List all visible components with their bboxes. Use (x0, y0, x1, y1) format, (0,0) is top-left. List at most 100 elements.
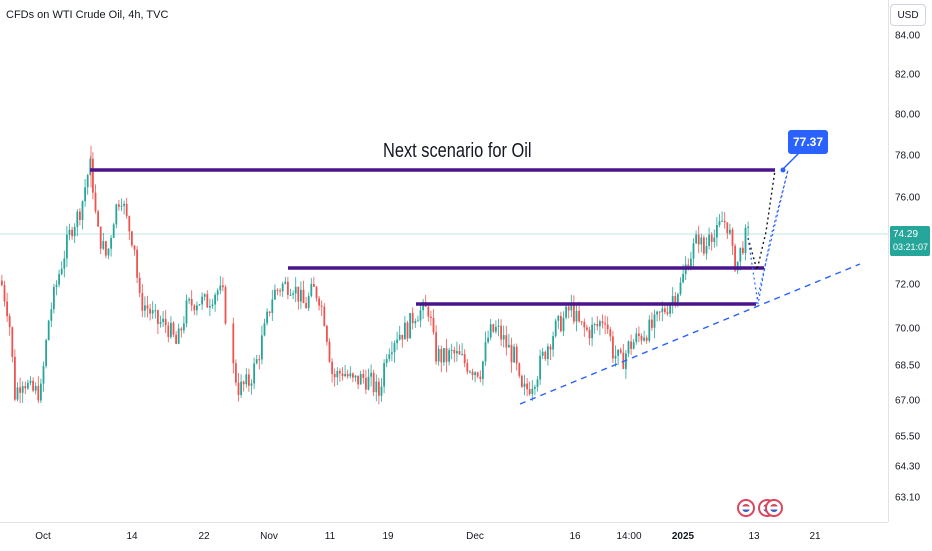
candle-body (248, 374, 250, 386)
candle-body (157, 310, 159, 324)
candle-body (261, 335, 263, 360)
candle-body (58, 274, 60, 285)
candle-body (375, 381, 378, 393)
candle-body (219, 285, 222, 291)
scenario-title[interactable]: Next scenario for Oil (383, 140, 532, 162)
candle-body (60, 268, 63, 275)
candle-body (53, 286, 55, 310)
candle-body (635, 333, 638, 343)
candle-body (68, 229, 71, 235)
candle-body (489, 324, 492, 338)
candle-body (105, 241, 107, 256)
candle-body (617, 349, 619, 356)
candle-body (627, 341, 630, 354)
candle-body (609, 329, 612, 337)
target-price-badge[interactable]: 77.37 (788, 130, 828, 154)
candle-body (3, 285, 6, 302)
price-chart[interactable] (0, 0, 888, 522)
candle-body (224, 287, 227, 324)
candle-body (372, 372, 375, 393)
candle-body (258, 359, 261, 361)
price-scale-panel[interactable] (888, 0, 932, 522)
candle-body (365, 377, 367, 390)
candle-body (357, 375, 359, 385)
candle-body (253, 363, 255, 384)
scenario-path-blue-up[interactable] (755, 169, 789, 305)
candle-body (456, 351, 458, 354)
chart-area[interactable] (0, 0, 888, 522)
candle-body (320, 305, 323, 307)
candle-body (268, 311, 271, 313)
candle-body (211, 304, 214, 307)
candle-body (713, 237, 716, 242)
candle-body (81, 201, 84, 220)
candle-body (99, 226, 102, 249)
candle-body (645, 337, 648, 341)
candles-group (1, 145, 749, 405)
candle-body (557, 315, 560, 321)
candle-body (700, 237, 703, 245)
candle-body (573, 302, 575, 322)
candle-body (474, 372, 476, 376)
candle-body (45, 340, 47, 366)
us-flag-event-icon[interactable] (765, 499, 783, 517)
candle-body (274, 289, 276, 300)
candle-body (591, 324, 593, 339)
candle-body (331, 361, 333, 374)
y-tick-label: 78.00 (895, 150, 921, 162)
scenario-path-black[interactable] (747, 169, 776, 273)
candle-body (710, 234, 713, 242)
candle-body (601, 321, 604, 324)
candle-body (292, 293, 294, 295)
candle-body (430, 316, 432, 319)
symbol-title[interactable]: CFDs on WTI Crude Oil, 4h, TVC (6, 9, 169, 21)
candle-body (271, 299, 274, 313)
ascending-trendline[interactable] (519, 263, 861, 405)
target-arrow-tip (780, 167, 786, 173)
candle-body (661, 308, 664, 313)
candle-body (16, 387, 19, 400)
candle-body (726, 222, 729, 234)
candle-body (154, 310, 157, 312)
candle-body (677, 294, 679, 303)
candle-body (24, 386, 27, 389)
y-tick-label: 76.00 (895, 192, 921, 204)
candle-body (138, 277, 141, 294)
candle-body (188, 299, 190, 301)
currency-button[interactable]: USD (890, 4, 926, 26)
candle-body (502, 335, 505, 340)
candle-body (294, 286, 297, 294)
candle-body (664, 308, 666, 313)
candle-body (549, 346, 552, 350)
candle-body (149, 308, 151, 314)
candle-body (567, 306, 570, 311)
candle-body (172, 322, 175, 335)
candle-body (328, 341, 331, 362)
candle-body (133, 245, 136, 250)
candle-body (562, 317, 565, 332)
candle-body (718, 221, 721, 226)
x-tick-label: 22 (198, 531, 210, 542)
candle-body (599, 321, 601, 327)
candle-body (643, 337, 645, 341)
candle-body (721, 220, 723, 222)
candle-body (151, 310, 154, 314)
time-axis[interactable] (0, 522, 888, 551)
y-tick-label: 68.50 (895, 360, 921, 372)
candle-body (92, 158, 94, 193)
scenario-path-blue[interactable] (747, 169, 789, 305)
candle-body (518, 363, 521, 376)
candle-body (63, 258, 66, 269)
candle-body (232, 323, 235, 364)
candle-body (679, 282, 682, 295)
candle-body (466, 363, 469, 372)
candle-body (708, 234, 710, 246)
candle-body (94, 192, 97, 212)
us-flag-event-icon[interactable] (737, 499, 755, 517)
candle-body (653, 314, 656, 328)
candle-body (14, 356, 16, 400)
candle-body (352, 373, 354, 378)
x-tick-label: 13 (748, 531, 760, 542)
candle-body (471, 371, 474, 376)
candle-body (313, 284, 315, 287)
